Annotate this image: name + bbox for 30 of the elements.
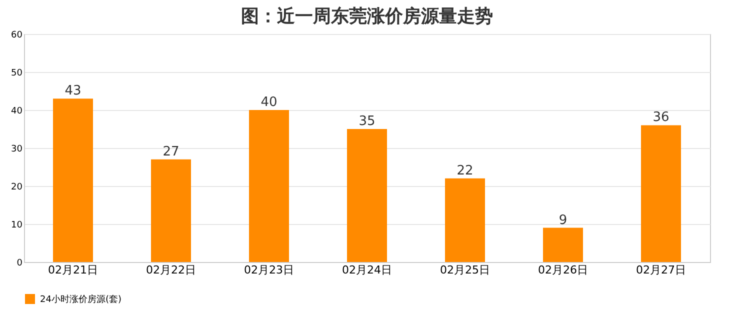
bar (543, 228, 583, 262)
y-tick-label: 10 (11, 220, 23, 230)
data-label: 43 (64, 84, 82, 99)
x-tick-label: 02月26日 (538, 264, 588, 276)
data-label: 35 (358, 114, 376, 129)
y-tick-label: 30 (11, 144, 23, 154)
y-tick-label: 50 (11, 68, 23, 78)
x-tick-label: 02月27日 (636, 264, 686, 276)
data-label: 36 (652, 110, 670, 126)
y-tick-label: 0 (16, 258, 23, 268)
data-label: 22 (456, 163, 474, 178)
y-tick-label: 40 (11, 106, 23, 116)
legend-label: 24小时涨价房源(套) (40, 294, 122, 305)
bar (53, 98, 93, 262)
data-label: 9 (558, 212, 568, 228)
bar (641, 125, 681, 262)
data-label: 27 (162, 144, 180, 160)
data-label: 40 (260, 95, 278, 110)
bar (445, 178, 485, 262)
bar (151, 159, 191, 262)
x-tick-label: 02月21日 (48, 264, 98, 276)
chart-title: 图：近一周东莞涨价房源量走势 (241, 6, 493, 27)
bar (249, 110, 289, 262)
x-tick-label: 02月23日 (244, 264, 294, 276)
bar (347, 129, 387, 262)
y-tick-label: 60 (11, 30, 23, 40)
x-tick-label: 02月22日 (146, 264, 196, 276)
x-tick-label: 02月24日 (342, 264, 392, 276)
x-tick-label: 02月25日 (440, 264, 490, 276)
y-tick-label: 20 (11, 182, 23, 192)
